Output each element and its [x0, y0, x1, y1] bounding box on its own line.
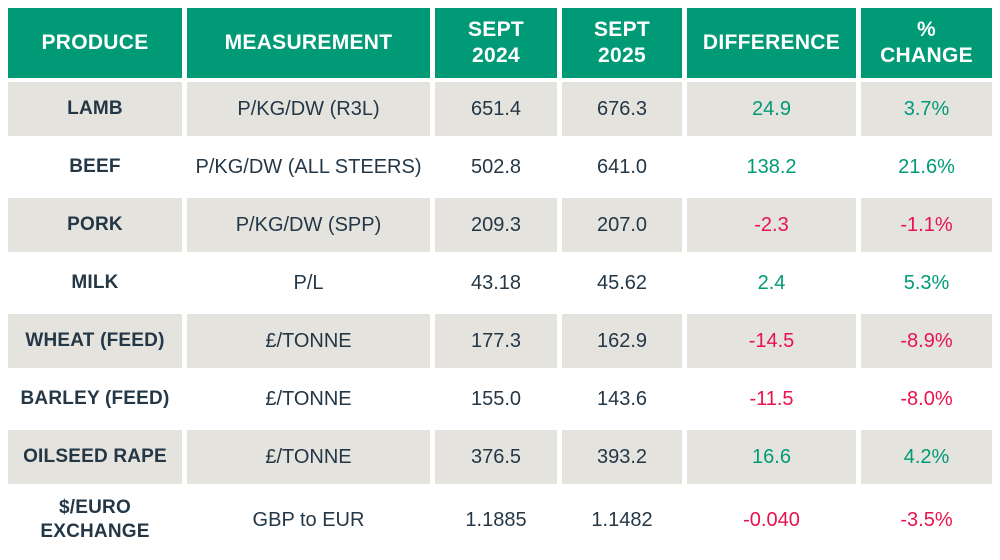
sept-2024-value: 502.8: [435, 140, 557, 194]
difference-value: 138.2: [687, 140, 856, 194]
produce-name: BEEF: [8, 140, 182, 194]
sept-2024-value: 177.3: [435, 314, 557, 368]
pct-change-value: 4.2%: [861, 430, 992, 484]
sept-2025-value: 641.0: [562, 140, 682, 194]
column-header-pct-change: % CHANGE: [861, 8, 992, 78]
difference-value: 24.9: [687, 82, 856, 136]
difference-value: -11.5: [687, 372, 856, 426]
measurement-value: P/KG/DW (R3L): [187, 82, 430, 136]
commodity-price-table: PRODUCE MEASUREMENT SEPT 2024 SEPT 2025 …: [8, 8, 992, 552]
measurement-value: GBP to EUR: [187, 488, 430, 552]
measurement-value: P/KG/DW (SPP): [187, 198, 430, 252]
column-header-sept-2025: SEPT 2025: [562, 8, 682, 78]
sept-2025-value: 1.1482: [562, 488, 682, 552]
produce-name: BARLEY (FEED): [8, 372, 182, 426]
pct-change-value: -8.9%: [861, 314, 992, 368]
measurement-value: £/TONNE: [187, 430, 430, 484]
column-header-difference: DIFFERENCE: [687, 8, 856, 78]
sept-2024-value: 651.4: [435, 82, 557, 136]
sept-2025-value: 162.9: [562, 314, 682, 368]
produce-name: PORK: [8, 198, 182, 252]
pct-change-value: -3.5%: [861, 488, 992, 552]
sept-2025-value: 393.2: [562, 430, 682, 484]
sept-2025-value: 143.6: [562, 372, 682, 426]
sept-2025-value: 207.0: [562, 198, 682, 252]
pct-change-value: 3.7%: [861, 82, 992, 136]
column-header-sept-2024: SEPT 2024: [435, 8, 557, 78]
sept-2025-value: 45.62: [562, 256, 682, 310]
pct-change-value: -1.1%: [861, 198, 992, 252]
pct-change-value: -8.0%: [861, 372, 992, 426]
pct-change-value: 5.3%: [861, 256, 992, 310]
sept-2024-value: 1.1885: [435, 488, 557, 552]
produce-name: MILK: [8, 256, 182, 310]
sept-2024-value: 43.18: [435, 256, 557, 310]
produce-name: WHEAT (FEED): [8, 314, 182, 368]
sept-2024-value: 376.5: [435, 430, 557, 484]
sept-2024-value: 209.3: [435, 198, 557, 252]
difference-value: -14.5: [687, 314, 856, 368]
pct-change-value: 21.6%: [861, 140, 992, 194]
sept-2025-value: 676.3: [562, 82, 682, 136]
difference-value: -2.3: [687, 198, 856, 252]
measurement-value: P/KG/DW (ALL STEERS): [187, 140, 430, 194]
difference-value: 2.4: [687, 256, 856, 310]
difference-value: -0.040: [687, 488, 856, 552]
produce-name: $/EURO EXCHANGE: [8, 488, 182, 552]
column-header-measurement: MEASUREMENT: [187, 8, 430, 78]
measurement-value: £/TONNE: [187, 314, 430, 368]
sept-2024-value: 155.0: [435, 372, 557, 426]
produce-name: LAMB: [8, 82, 182, 136]
measurement-value: £/TONNE: [187, 372, 430, 426]
column-header-produce: PRODUCE: [8, 8, 182, 78]
difference-value: 16.6: [687, 430, 856, 484]
produce-name: OILSEED RAPE: [8, 430, 182, 484]
measurement-value: P/L: [187, 256, 430, 310]
